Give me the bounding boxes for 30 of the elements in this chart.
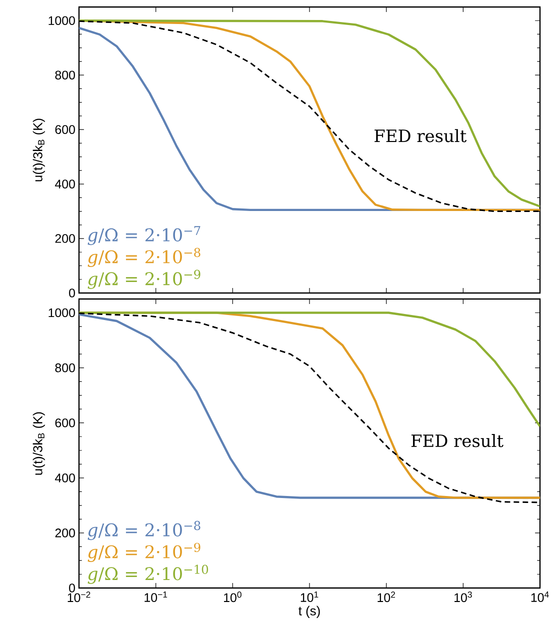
text: g/Ω = 2·10$^{−10}$ — [88, 564, 208, 584]
x-tick-label: 10$^{0}$ — [224, 592, 242, 602]
text: g/Ω = 2·10$^{−8}$ — [88, 248, 200, 268]
y-tick-label: 1000 — [48, 16, 75, 26]
y-tick-label: 600 — [55, 418, 75, 428]
text: g/Ω = 2·10$^{−8}$ — [88, 520, 200, 540]
x-tick-label: 10$^{2}$ — [378, 592, 395, 602]
y-tick-label: 200 — [55, 528, 75, 538]
y-axis-title: u(t)/3k$_{B}$ (K) — [32, 118, 45, 182]
x-tick-label: 10$^{3}$ — [454, 592, 472, 602]
text: g/Ω = 2·10$^{−9}$ — [88, 542, 200, 562]
x-tick-label: 10$^{−2}$ — [68, 592, 90, 602]
x-tick-label: 10$^{4}$ — [531, 592, 549, 602]
y-tick-label: 400 — [54, 474, 75, 482]
x-axis-title: t (s) — [298, 606, 320, 618]
y-axis-title: u(t)/3k$_{B}$ (K) — [32, 412, 45, 475]
y-tick-label: 0 — [69, 584, 75, 592]
series-label: g/Ω = 2·10$^{−7}$ — [88, 226, 200, 246]
y-tick-label: 800 — [55, 70, 75, 80]
annotation: FED result — [411, 434, 504, 448]
x-tick-label: 10$^{−1}$ — [144, 592, 168, 602]
text: g/Ω = 2·10$^{−9}$ — [88, 270, 200, 289]
annotation: FED result — [374, 129, 467, 142]
y-tick-label: 400 — [54, 180, 75, 188]
y-tick-label: 800 — [55, 363, 75, 372]
y-tick-label: 600 — [55, 125, 75, 134]
x-tick-label: 10$^{1}$ — [300, 592, 318, 602]
y-tick-label: 0 — [69, 288, 75, 298]
y-tick-label: 200 — [55, 234, 75, 243]
y-tick-label: 1000 — [48, 308, 75, 318]
